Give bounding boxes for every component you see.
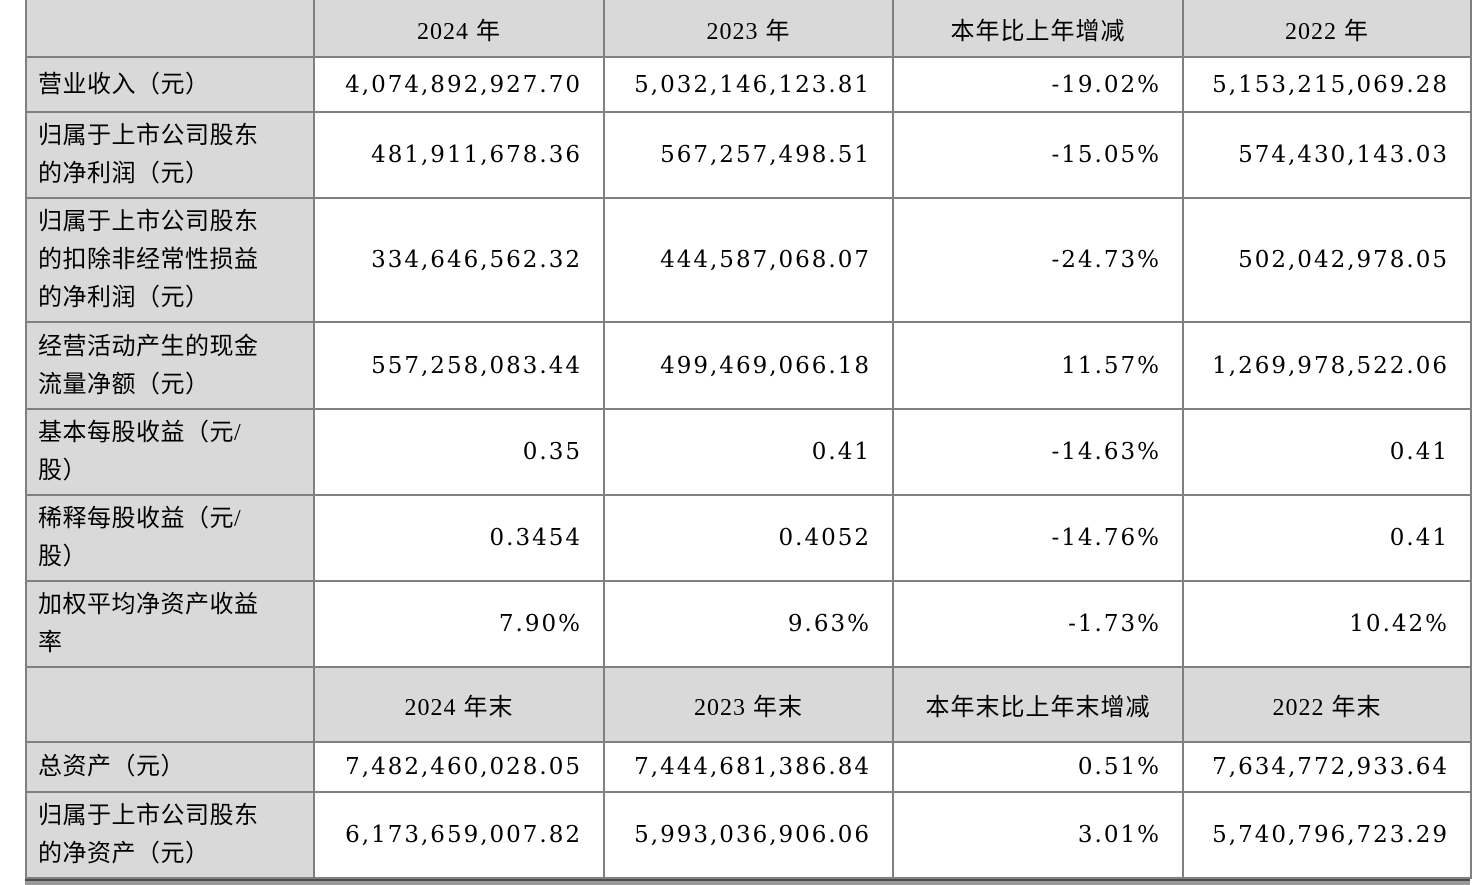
value-cell: -14.76% — [892, 494, 1184, 582]
row-label: 加权平均净资产收益 率 — [25, 580, 315, 668]
value-cell: 1,269,978,522.06 — [1182, 321, 1472, 410]
table-row-header-annual: 2024 年 2023 年 本年比上年增减 2022 年 — [25, 0, 1472, 58]
value-cell: 5,032,146,123.81 — [603, 56, 894, 113]
value-cell: 0.41 — [603, 408, 894, 496]
financial-summary-table: 2024 年 2023 年 本年比上年增减 2022 年 营业收入（元） 4,0… — [25, 0, 1472, 879]
table-row-revenue: 营业收入（元） 4,074,892,927.70 5,032,146,123.8… — [25, 56, 1472, 113]
value-cell: 499,469,066.18 — [603, 321, 894, 410]
column-header-2024-eop: 2024 年末 — [313, 666, 605, 743]
value-cell: 9.63% — [603, 580, 894, 668]
value-cell: 567,257,498.51 — [603, 111, 894, 199]
value-cell: 0.41 — [1182, 408, 1472, 496]
corner-cell — [25, 0, 315, 58]
value-cell: 5,153,215,069.28 — [1182, 56, 1472, 113]
value-cell: 334,646,562.32 — [313, 197, 605, 323]
table-row-net-profit-excl-nonrecurring: 归属于上市公司股东 的扣除非经常性损益 的净利润（元） 334,646,562.… — [25, 197, 1472, 323]
value-cell: -15.05% — [892, 111, 1184, 199]
column-header-2024: 2024 年 — [313, 0, 605, 58]
row-label: 基本每股收益（元/ 股） — [25, 408, 315, 496]
column-header-2022: 2022 年 — [1182, 0, 1472, 58]
value-cell: -14.63% — [892, 408, 1184, 496]
value-cell: 5,993,036,906.06 — [603, 791, 894, 879]
row-label: 归属于上市公司股东 的扣除非经常性损益 的净利润（元） — [25, 197, 315, 323]
value-cell: -19.02% — [892, 56, 1184, 113]
value-cell: 5,740,796,723.29 — [1182, 791, 1472, 879]
value-cell: 574,430,143.03 — [1182, 111, 1472, 199]
row-label: 稀释每股收益（元/ 股） — [25, 494, 315, 582]
value-cell: 444,587,068.07 — [603, 197, 894, 323]
value-cell: 0.3454 — [313, 494, 605, 582]
corner-cell — [25, 666, 315, 743]
row-label: 营业收入（元） — [25, 56, 315, 113]
value-cell: 7,444,681,386.84 — [603, 741, 894, 793]
row-label: 归属于上市公司股东 的净资产（元） — [25, 791, 315, 879]
column-header-change: 本年比上年增减 — [892, 0, 1184, 58]
value-cell: 7,482,460,028.05 — [313, 741, 605, 793]
value-cell: 11.57% — [892, 321, 1184, 410]
column-header-2023: 2023 年 — [603, 0, 894, 58]
row-label: 总资产（元） — [25, 741, 315, 793]
value-cell: -24.73% — [892, 197, 1184, 323]
value-cell: 0.51% — [892, 741, 1184, 793]
value-cell: 7,634,772,933.64 — [1182, 741, 1472, 793]
value-cell: 7.90% — [313, 580, 605, 668]
row-label: 归属于上市公司股东 的净利润（元） — [25, 111, 315, 199]
value-cell: 557,258,083.44 — [313, 321, 605, 410]
table-row-weighted-avg-roe: 加权平均净资产收益 率 7.90% 9.63% -1.73% 10.42% — [25, 580, 1472, 668]
column-header-2022-eop: 2022 年末 — [1182, 666, 1472, 743]
table-row-header-eop: 2024 年末 2023 年末 本年末比上年末增减 2022 年末 — [25, 666, 1472, 743]
table-row-total-assets: 总资产（元） 7,482,460,028.05 7,444,681,386.84… — [25, 741, 1472, 793]
table-bottom-rule — [25, 879, 1470, 885]
table-row-diluted-eps: 稀释每股收益（元/ 股） 0.3454 0.4052 -14.76% 0.41 — [25, 494, 1472, 582]
value-cell: -1.73% — [892, 580, 1184, 668]
value-cell: 3.01% — [892, 791, 1184, 879]
column-header-change-eop: 本年末比上年末增减 — [892, 666, 1184, 743]
row-label: 经营活动产生的现金 流量净额（元） — [25, 321, 315, 410]
value-cell: 6,173,659,007.82 — [313, 791, 605, 879]
value-cell: 0.35 — [313, 408, 605, 496]
table-row-net-profit: 归属于上市公司股东 的净利润（元） 481,911,678.36 567,257… — [25, 111, 1472, 199]
value-cell: 0.4052 — [603, 494, 894, 582]
value-cell: 10.42% — [1182, 580, 1472, 668]
column-header-2023-eop: 2023 年末 — [603, 666, 894, 743]
table-row-operating-cashflow: 经营活动产生的现金 流量净额（元） 557,258,083.44 499,469… — [25, 321, 1472, 410]
value-cell: 4,074,892,927.70 — [313, 56, 605, 113]
value-cell: 0.41 — [1182, 494, 1472, 582]
table-row-basic-eps: 基本每股收益（元/ 股） 0.35 0.41 -14.63% 0.41 — [25, 408, 1472, 496]
table-row-net-assets: 归属于上市公司股东 的净资产（元） 6,173,659,007.82 5,993… — [25, 791, 1472, 879]
value-cell: 502,042,978.05 — [1182, 197, 1472, 323]
value-cell: 481,911,678.36 — [313, 111, 605, 199]
